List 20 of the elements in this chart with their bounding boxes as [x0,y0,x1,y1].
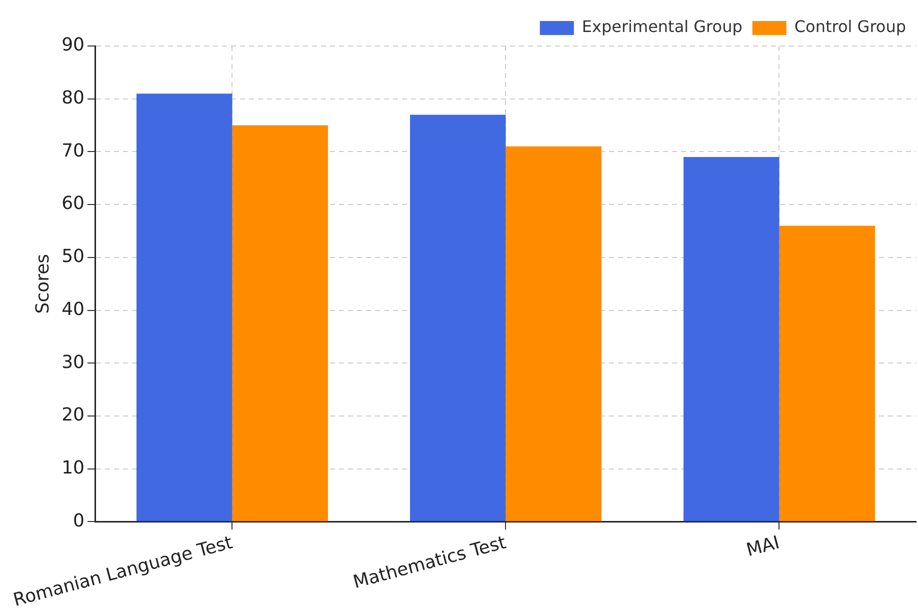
y-tick-label: 80 [62,88,84,109]
bar [779,226,875,522]
bar [684,156,780,522]
legend-label: Experimental Group [582,17,742,36]
y-tick-label: 60 [62,193,84,214]
bar [506,146,602,522]
bar [232,125,328,522]
y-tick-label: 20 [62,404,84,426]
bar [136,94,232,522]
legend-label: Control Group [794,17,906,36]
y-tick-label: 30 [62,352,84,373]
y-tick-label: 50 [62,246,84,268]
x-tick-label: MAI [744,532,782,562]
y-tick-label: 70 [62,140,84,162]
y-tick-label: 40 [62,298,84,320]
bar [410,114,506,522]
y-axis-title: Scores [32,254,54,314]
y-tick-label: 90 [62,34,84,56]
y-tick-label: 0 [73,510,84,532]
y-tick-label: 10 [62,458,84,478]
